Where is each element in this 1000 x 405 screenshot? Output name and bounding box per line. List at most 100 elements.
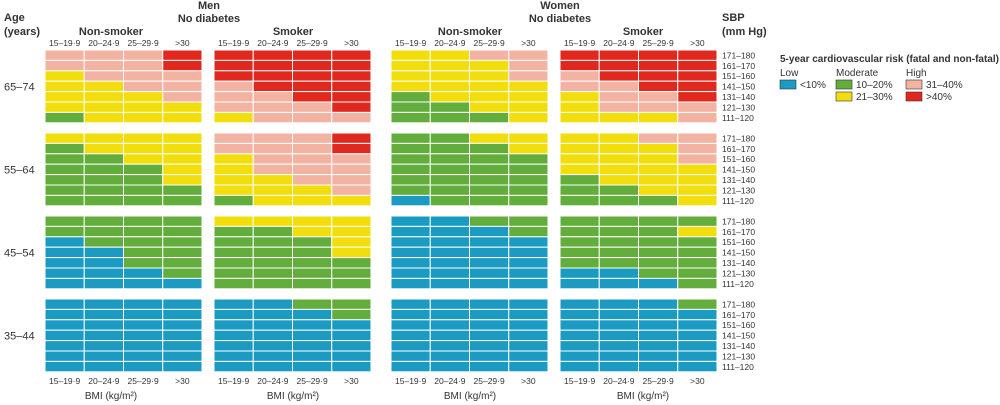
cell-men-smoker-age2-r6-c0 [213, 277, 254, 290]
sbp-label: 121–130 [722, 268, 755, 278]
bmi-top-label: >30 [690, 38, 705, 48]
cell-men-smoker-age3-r1-c2 [292, 308, 333, 321]
cell-men-smoker-age1-r5-c3 [331, 184, 372, 196]
cell-men-smoker-age0-r3-c1 [252, 80, 293, 93]
cell-men-non-smoker-age3-r3-c2 [123, 329, 164, 342]
men-nonsmoker-label: Non-smoker [79, 26, 144, 38]
cell-women-non-smoker-age2-r5-c0 [390, 267, 431, 279]
cell-men-non-smoker-age2-r1-c1 [83, 225, 124, 238]
cell-women-non-smoker-age0-r4-c3 [508, 91, 549, 103]
cell-women-smoker-age3-r6-c0 [559, 360, 600, 373]
cell-women-non-smoker-age2-r1-c2 [469, 225, 510, 238]
cell-men-non-smoker-age0-r3-c2 [123, 80, 164, 93]
cell-women-non-smoker-age0-r0-c3 [508, 49, 549, 61]
cell-men-non-smoker-age2-r5-c2 [123, 267, 164, 279]
cell-women-non-smoker-age0-r1-c2 [469, 59, 510, 72]
cell-men-non-smoker-age3-r2-c1 [83, 319, 124, 331]
cell-men-non-smoker-age3-r0-c0 [44, 298, 85, 310]
cell-women-smoker-age0-r4-c0 [559, 91, 600, 103]
cell-men-non-smoker-age2-r4-c2 [123, 257, 164, 269]
sbp-label: 111–120 [722, 362, 754, 372]
cell-women-non-smoker-age1-r4-c0 [390, 174, 431, 186]
cell-men-smoker-age2-r0-c2 [292, 215, 333, 227]
cell-men-non-smoker-age2-r3-c3 [162, 246, 203, 259]
cell-men-smoker-age3-r3-c1 [252, 329, 293, 342]
cell-women-smoker-age1-r2-c2 [638, 153, 679, 165]
cell-women-smoker-age1-r0-c0 [559, 132, 600, 144]
cell-women-non-smoker-age3-r0-c3 [508, 298, 549, 310]
cell-women-non-smoker-age2-r2-c0 [390, 236, 431, 248]
cell-men-smoker-age2-r6-c1 [252, 277, 293, 290]
legend-swatch-10-20 [835, 79, 853, 90]
cell-women-non-smoker-age0-r5-c3 [508, 101, 549, 113]
cell-men-smoker-age3-r4-c2 [292, 340, 333, 352]
cell-women-non-smoker-age0-r6-c1 [429, 111, 470, 124]
cell-men-smoker-age3-r6-c1 [252, 360, 293, 373]
cell-women-non-smoker-age1-r5-c1 [429, 184, 470, 196]
sbp-label: 111–120 [722, 279, 754, 289]
cell-men-smoker-age1-r0-c2 [292, 132, 333, 144]
cell-women-smoker-age3-r5-c1 [598, 350, 639, 362]
cell-women-smoker-age1-r3-c3 [677, 163, 718, 176]
cell-men-smoker-age0-r5-c2 [292, 101, 333, 113]
bmi-bottom-label: 15–19·9 [218, 376, 249, 386]
cell-women-non-smoker-age3-r5-c0 [390, 350, 431, 362]
sbp-label: 171–180 [722, 299, 755, 309]
bmi-top-label: 25–29·9 [474, 38, 505, 48]
cell-women-non-smoker-age1-r6-c1 [429, 194, 470, 207]
cell-women-non-smoker-age1-r5-c0 [390, 184, 431, 196]
cell-women-non-smoker-age1-r6-c2 [469, 194, 510, 207]
sbp-label: 141–150 [722, 331, 755, 341]
cell-women-non-smoker-age3-r3-c1 [429, 329, 470, 342]
men-header: Men [198, 0, 220, 12]
cell-men-non-smoker-age0-r4-c3 [162, 91, 203, 103]
cell-men-smoker-age1-r6-c0 [213, 194, 254, 207]
cell-men-smoker-age0-r5-c3 [331, 101, 372, 113]
cell-women-smoker-age2-r2-c3 [677, 236, 718, 248]
sbp-label: 151–160 [722, 71, 755, 81]
cell-women-non-smoker-age3-r3-c0 [390, 329, 431, 342]
cell-men-non-smoker-age2-r6-c3 [162, 277, 203, 290]
cell-men-smoker-age0-r2-c2 [292, 70, 333, 82]
cell-women-smoker-age1-r4-c2 [638, 174, 679, 186]
cell-women-non-smoker-age3-r3-c3 [508, 329, 549, 342]
cell-women-smoker-age0-r3-c1 [598, 80, 639, 93]
cell-men-non-smoker-age1-r3-c3 [162, 163, 203, 176]
cell-women-smoker-age3-r5-c3 [677, 350, 718, 362]
cell-women-non-smoker-age2-r1-c0 [390, 225, 431, 238]
women-smoker-xlabel: BMI (kg/m²) [617, 391, 669, 402]
cell-women-non-smoker-age3-r0-c0 [390, 298, 431, 310]
bmi-top-label: 20–24·9 [434, 38, 465, 48]
cell-men-non-smoker-age2-r4-c0 [44, 257, 85, 269]
cell-men-non-smoker-age2-r0-c1 [83, 215, 124, 227]
cell-men-non-smoker-age1-r1-c1 [83, 142, 124, 155]
cell-men-non-smoker-age2-r3-c0 [44, 246, 85, 259]
cell-women-non-smoker-age2-r0-c1 [429, 215, 470, 227]
cell-women-non-smoker-age1-r0-c2 [469, 132, 510, 144]
cell-men-non-smoker-age2-r5-c3 [162, 267, 203, 279]
bmi-top-label: 15–19·9 [218, 38, 249, 48]
sbp-label: 151–160 [722, 154, 755, 164]
cell-men-non-smoker-age2-r1-c0 [44, 225, 85, 238]
cell-men-non-smoker-age1-r0-c0 [44, 132, 85, 144]
cell-women-smoker-age0-r1-c1 [598, 59, 639, 72]
cell-women-smoker-age1-r5-c0 [559, 184, 600, 196]
cell-women-smoker-age3-r4-c3 [677, 340, 718, 352]
bmi-bottom-label: >30 [175, 376, 190, 386]
cell-women-non-smoker-age1-r5-c2 [469, 184, 510, 196]
cell-men-smoker-age0-r4-c2 [292, 91, 333, 103]
age-group-label: 65–74 [4, 81, 35, 93]
cell-men-non-smoker-age2-r5-c1 [83, 267, 124, 279]
sbp-label: 111–120 [722, 196, 754, 206]
sbp-label: 121–130 [722, 102, 755, 112]
bmi-top-label: 15–19·9 [49, 38, 80, 48]
cell-men-non-smoker-age1-r5-c1 [83, 184, 124, 196]
cell-women-smoker-age0-r1-c3 [677, 59, 718, 72]
cell-women-smoker-age0-r6-c0 [559, 111, 600, 124]
cell-women-smoker-age0-r6-c1 [598, 111, 639, 124]
cell-women-non-smoker-age0-r0-c1 [429, 49, 470, 61]
legend-label-10-20: 10–20% [856, 80, 893, 91]
cell-women-smoker-age2-r5-c3 [677, 267, 718, 279]
cell-women-non-smoker-age1-r3-c1 [429, 163, 470, 176]
age-group-label: 35–44 [4, 330, 35, 342]
